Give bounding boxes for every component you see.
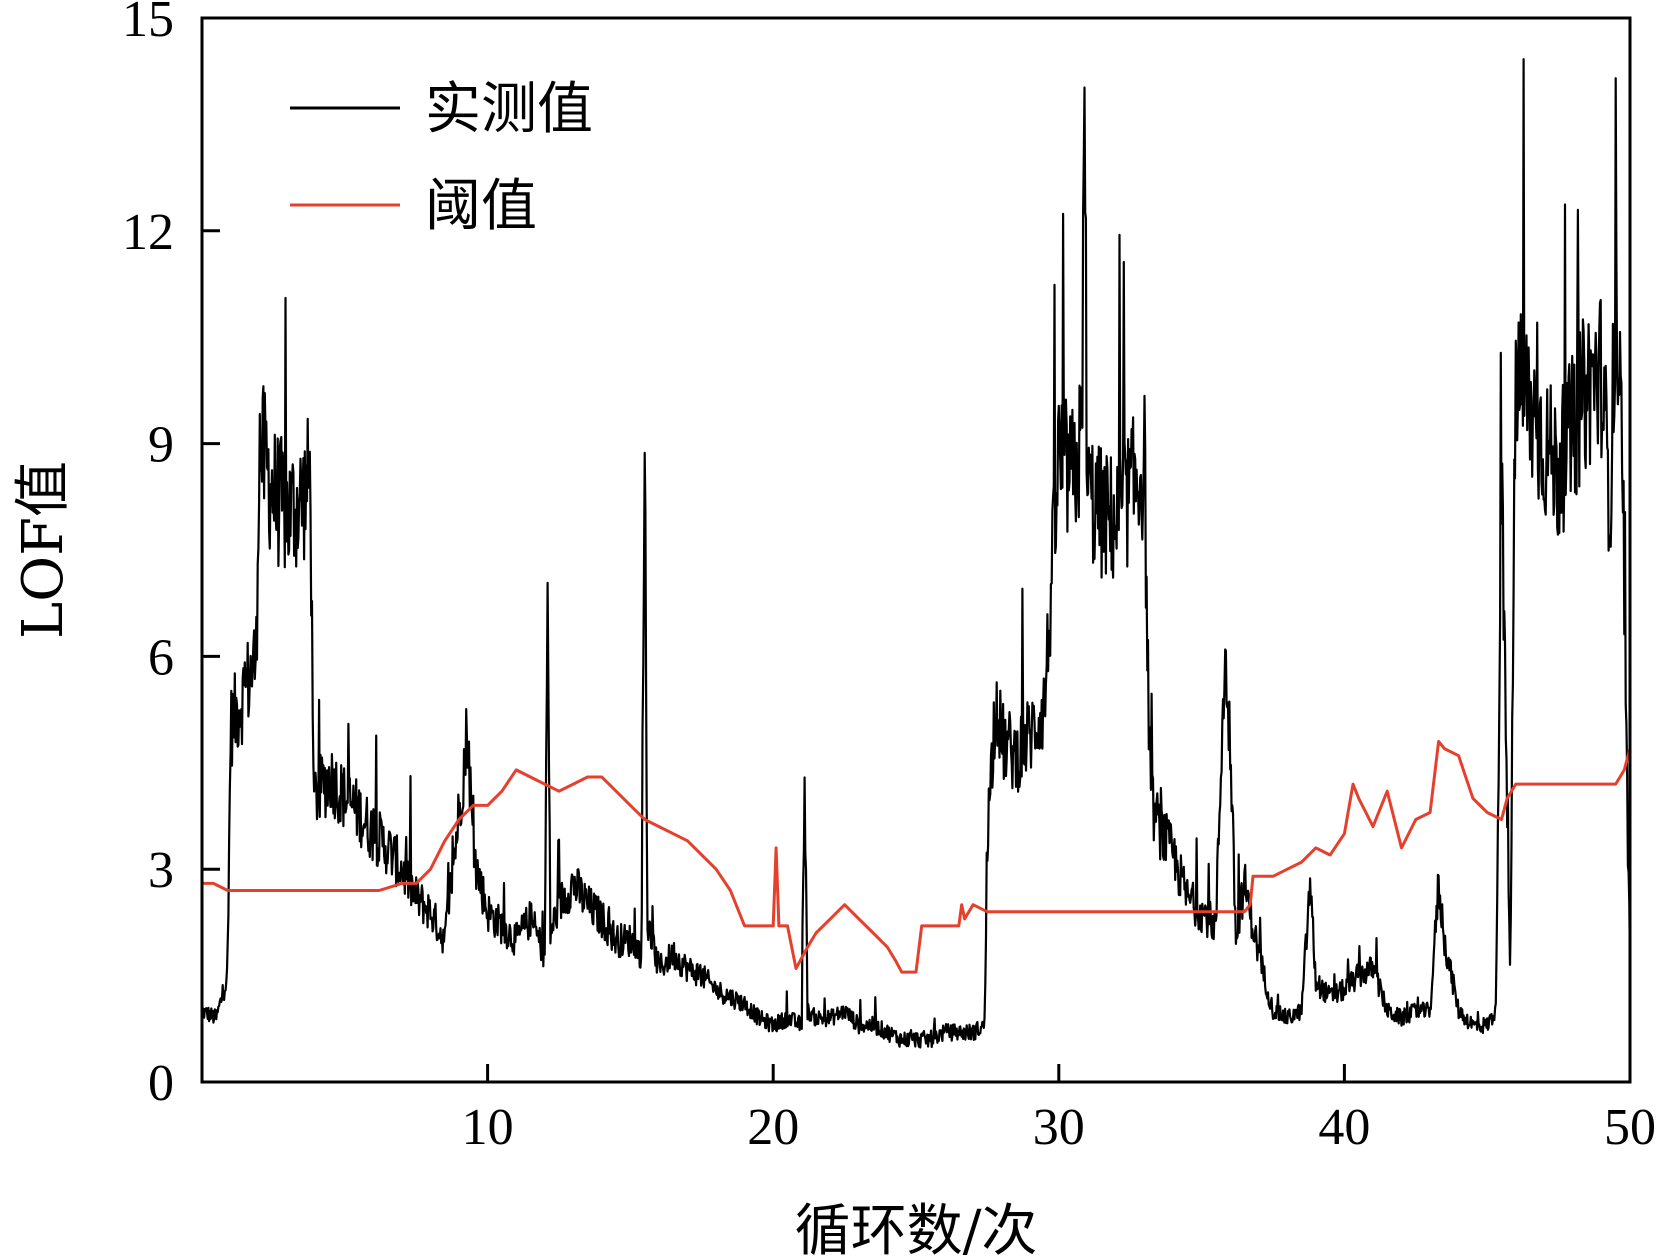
series-line-measured (201, 58, 1632, 1049)
x-tick-label: 10 (462, 1099, 514, 1156)
x-axis-title: 循环数/次 (795, 1199, 1038, 1259)
legend-label-threshold: 阈值 (425, 174, 537, 239)
plot-frame (200, 16, 1632, 1084)
x-tick-label: 50 (1604, 1099, 1656, 1156)
x-tick-label: 40 (1318, 1099, 1370, 1156)
y-tick-label: 9 (148, 417, 174, 474)
y-tick-label: 15 (122, 0, 174, 48)
legend-label-measured: 实测值 (425, 77, 593, 142)
series-line-threshold (202, 740, 1632, 974)
y-axis-title: LOF值 (11, 461, 76, 639)
y-axis: 0 3 6 9 12 15 (122, 0, 220, 1112)
y-tick-label: 3 (148, 842, 174, 899)
y-tick-label: 6 (148, 629, 174, 686)
x-tick-label: 30 (1033, 1099, 1085, 1156)
plot-area (201, 58, 1632, 1049)
legend: 实测值 阈值 (290, 77, 593, 239)
y-tick-label: 0 (148, 1055, 174, 1112)
y-tick-label: 12 (122, 204, 174, 261)
x-axis: 10 20 30 40 50 (462, 1064, 1656, 1156)
x-tick-label: 20 (747, 1099, 799, 1156)
